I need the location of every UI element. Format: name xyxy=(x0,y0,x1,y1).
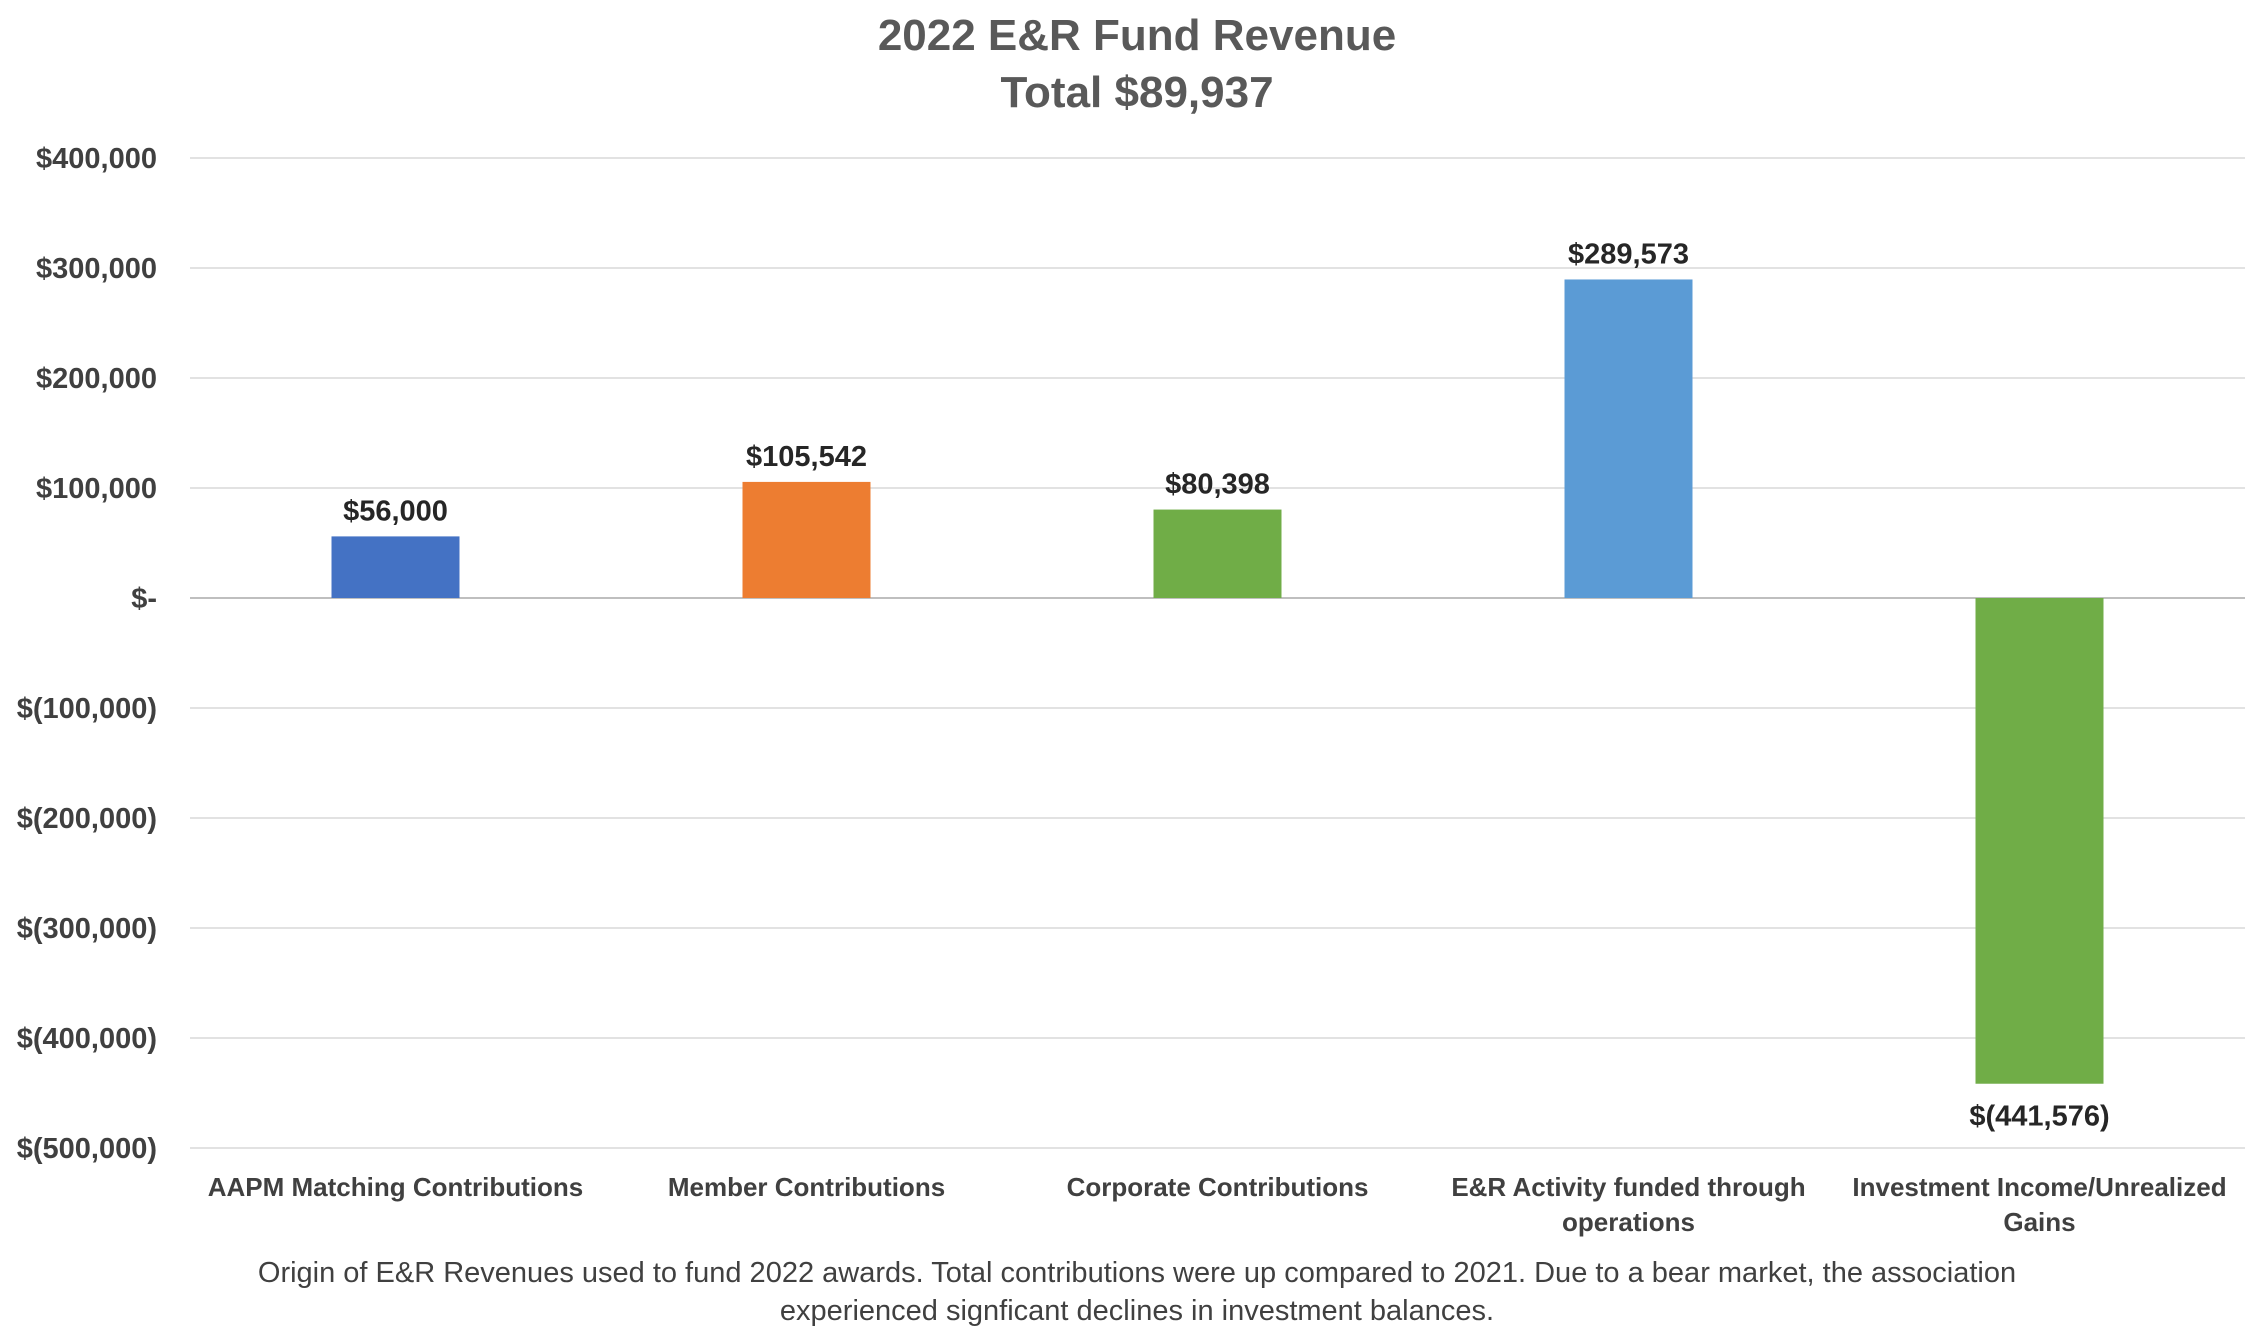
caption-line-2: experienced signficant declines in inves… xyxy=(780,1295,1494,1327)
category-label: Member Contributions xyxy=(668,1172,945,1202)
gridlines xyxy=(190,157,2245,1149)
y-tick-label: $(200,000) xyxy=(17,803,157,835)
data-label: $289,573 xyxy=(1568,238,1689,270)
bar xyxy=(1564,279,1693,598)
bar xyxy=(1975,598,2104,1084)
data-label: $56,000 xyxy=(343,495,448,527)
y-tick-label: $- xyxy=(131,583,157,615)
category-label: operations xyxy=(1562,1207,1695,1237)
bar xyxy=(1153,509,1282,598)
category-label: Investment Income/Unrealized xyxy=(1852,1172,2226,1202)
y-tick-label: $(100,000) xyxy=(17,693,157,725)
y-tick-label: $200,000 xyxy=(36,363,157,395)
y-tick-label: $400,000 xyxy=(36,143,157,175)
category-label: AAPM Matching Contributions xyxy=(208,1172,584,1202)
y-tick-label: $(300,000) xyxy=(17,913,157,945)
chart-title: 2022 E&R Fund Revenue xyxy=(878,11,1396,60)
y-tick-label: $(500,000) xyxy=(17,1133,157,1165)
bars xyxy=(331,279,2104,1084)
data-label: $(441,576) xyxy=(1969,1101,2109,1133)
y-tick-label: $100,000 xyxy=(36,473,157,505)
caption-line-1: Origin of E&R Revenues used to fund 2022… xyxy=(258,1257,2016,1289)
category-label: Corporate Contributions xyxy=(1067,1172,1369,1202)
data-labels: $56,000 $105,542 $80,398 $289,573 $(441,576) xyxy=(343,238,2110,1132)
bar xyxy=(742,481,871,598)
category-labels: AAPM Matching Contributions Member Contri… xyxy=(208,1172,2227,1237)
y-axis-tick-labels: $400,000 $300,000 $200,000 $100,000 $- $(100,… xyxy=(17,143,157,1165)
category-label: Gains xyxy=(2003,1207,2075,1237)
chart-subtitle: Total $89,937 xyxy=(1000,68,1273,117)
data-label: $80,398 xyxy=(1165,469,1270,501)
category-label: E&R Activity funded through xyxy=(1451,1172,1805,1202)
y-tick-label: $300,000 xyxy=(36,253,157,285)
y-tick-label: $(400,000) xyxy=(17,1023,157,1055)
bar xyxy=(331,536,460,598)
data-label: $105,542 xyxy=(746,441,867,473)
